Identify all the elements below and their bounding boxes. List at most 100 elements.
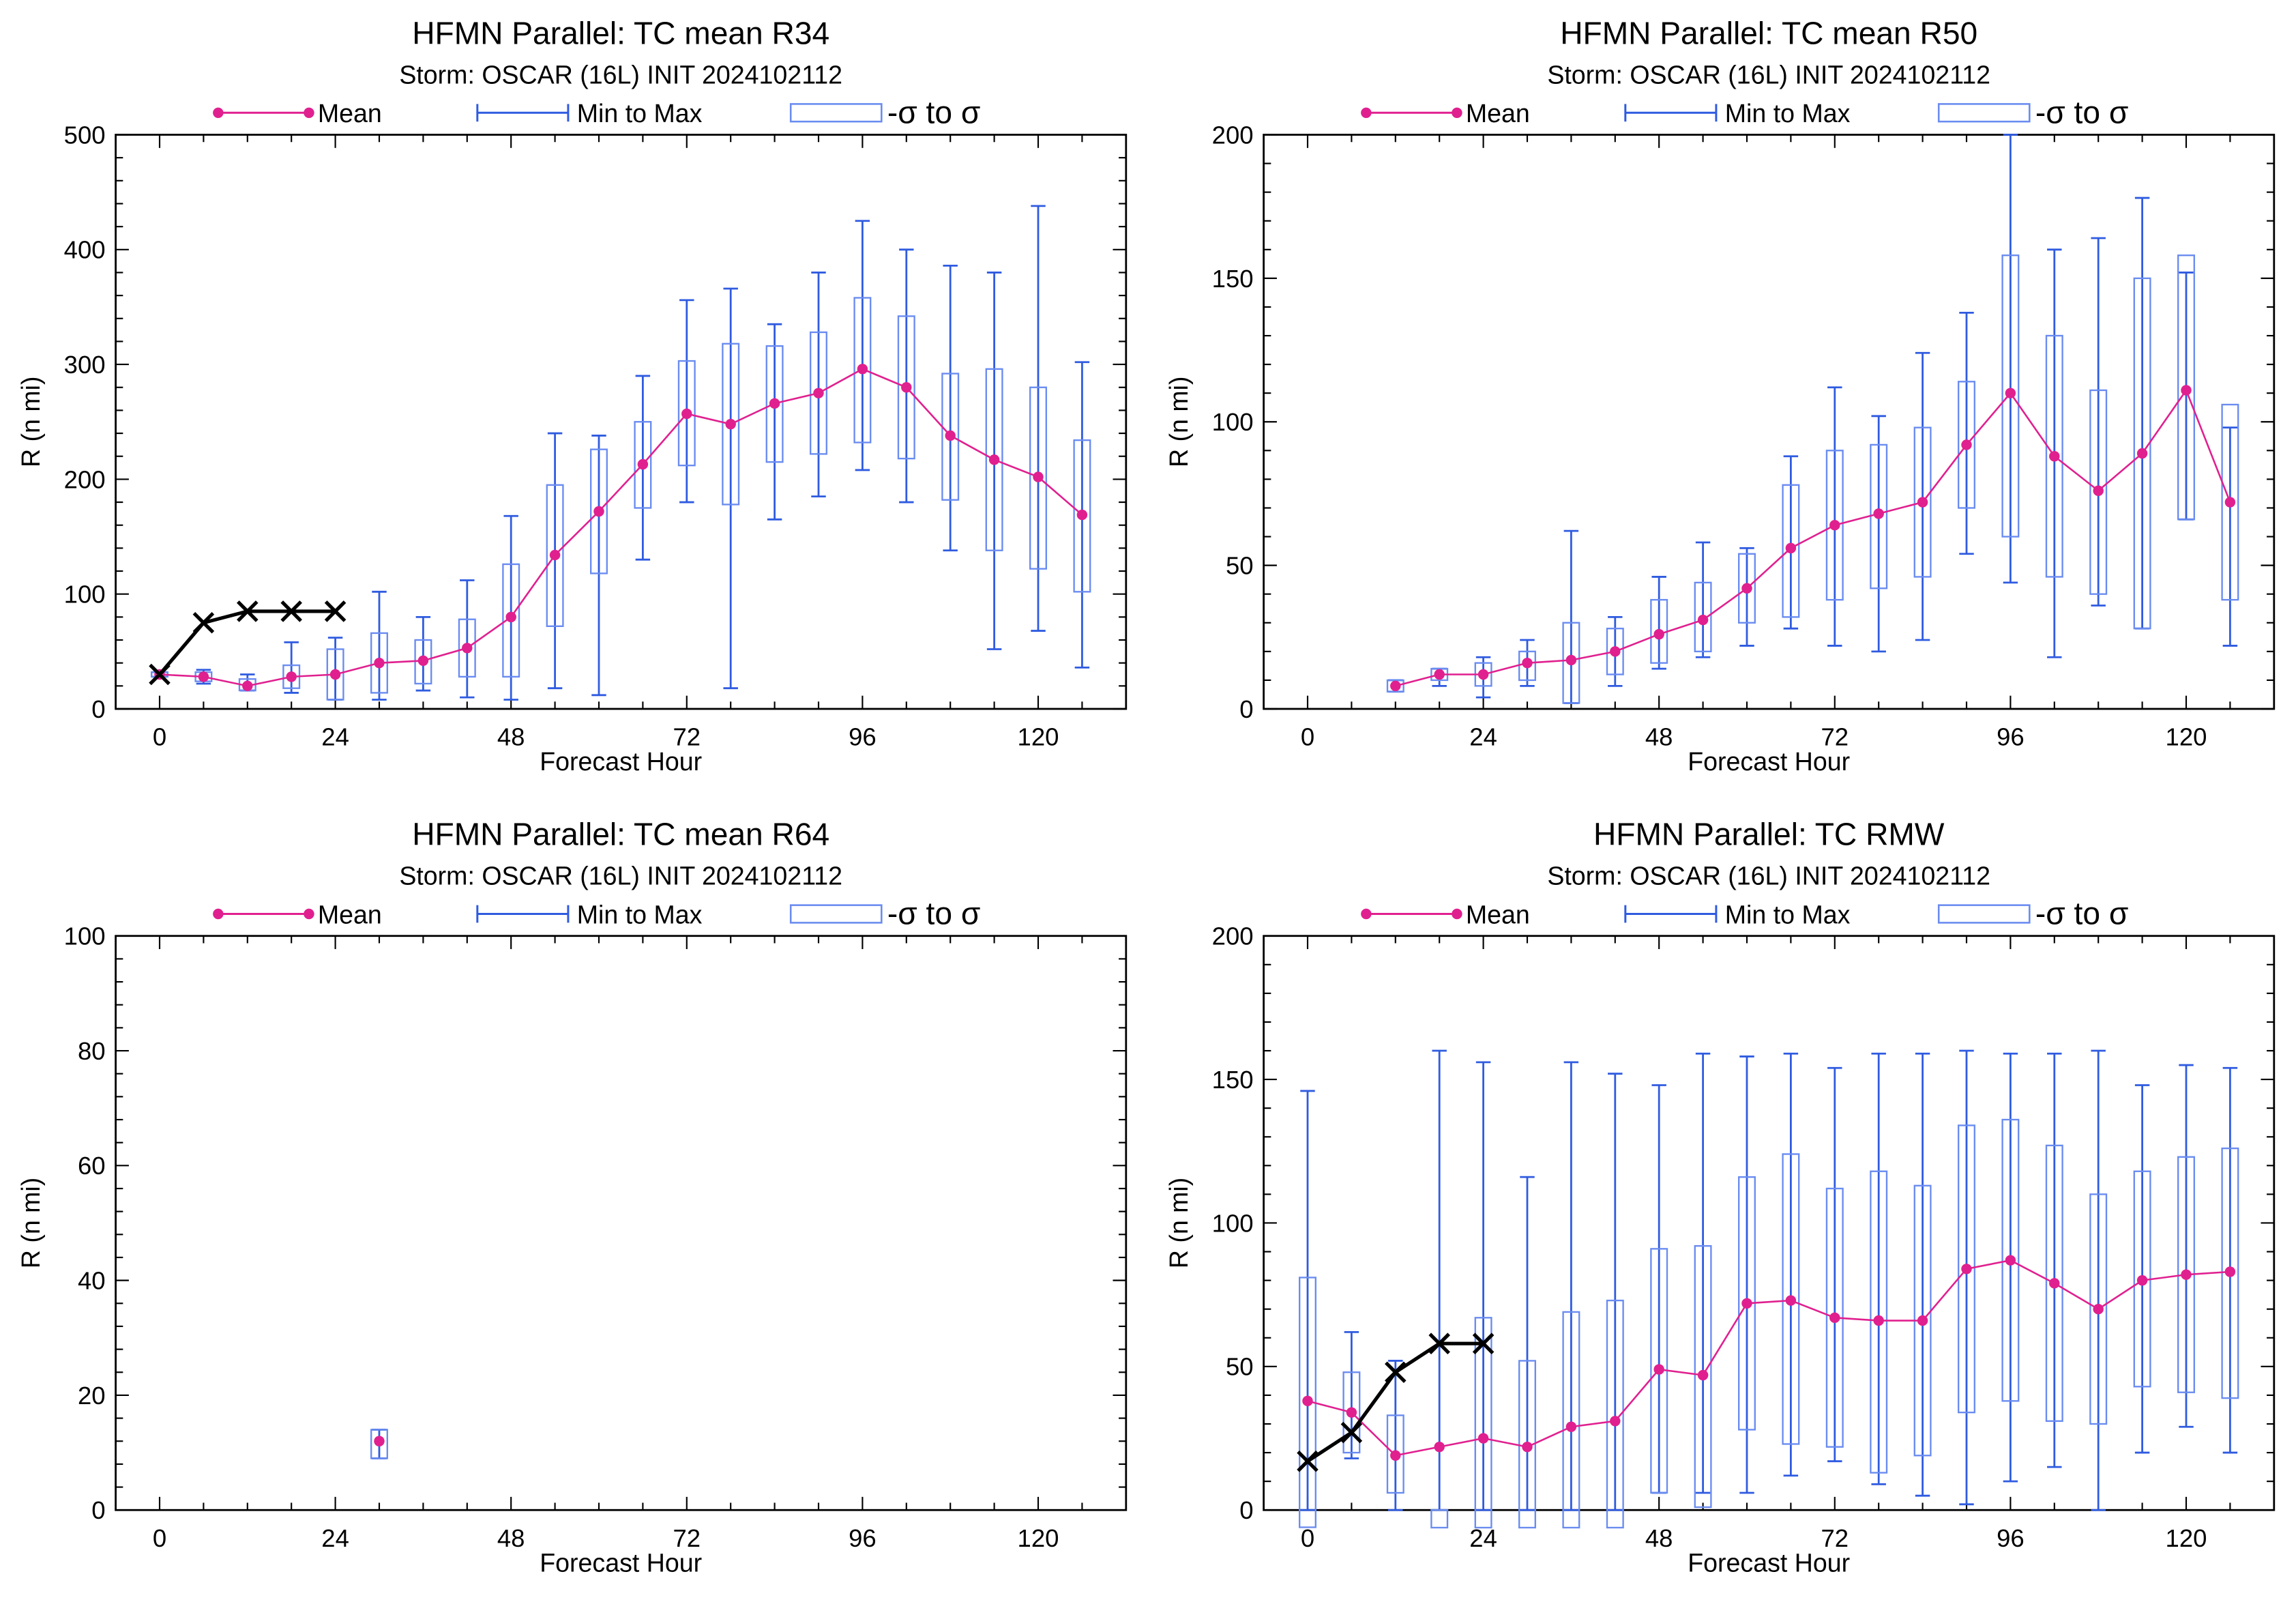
observed-marker <box>192 611 215 634</box>
sigma-box <box>722 343 740 506</box>
y-tick-label: 100 <box>1212 1209 1254 1237</box>
mean-point <box>1076 509 1088 521</box>
mean-point <box>857 364 868 375</box>
sigma-box <box>1694 1244 1712 1509</box>
y-tick-label: 80 <box>78 1037 106 1065</box>
mean-point <box>901 382 912 393</box>
mean-point <box>1873 1315 1884 1326</box>
legend-minmax-label: Min to Max <box>1725 99 1851 128</box>
box-plot-forecast-12 <box>1386 1360 1404 1511</box>
mean-point <box>1697 614 1709 626</box>
observed-marker <box>324 600 347 622</box>
mean-point <box>2136 448 2148 459</box>
x-tick-label: 72 <box>1821 1524 1849 1552</box>
box-plot-forecast-96 <box>2001 1052 2020 1483</box>
mean-point <box>505 611 516 623</box>
y-tick-label: 0 <box>91 695 105 723</box>
box-plot-forecast-84 <box>1913 1052 1932 1497</box>
x-tick-label: 96 <box>1997 1524 2025 1552</box>
legend-sigma-label: -σ to σ <box>2035 896 2128 931</box>
mean-point <box>374 1436 385 1446</box>
sigma-box <box>2045 334 2063 578</box>
mean-point <box>637 458 649 470</box>
mean-point <box>2181 1269 2192 1280</box>
legend-sigma-label: -σ to σ <box>887 94 980 130</box>
box-plot-forecast-36 <box>414 615 432 692</box>
sigma-box <box>2089 1193 2108 1425</box>
sigma-box <box>1562 1311 1580 1529</box>
mean-point <box>1565 654 1577 666</box>
box-plot-forecast-30 <box>1518 1176 1536 1529</box>
box-plot-forecast-42 <box>1606 1073 1624 1529</box>
box-plot-forecast-96 <box>2001 134 2020 584</box>
mean-point <box>1434 669 1445 680</box>
box-plot-forecast-90 <box>810 272 827 498</box>
x-tick-label: 24 <box>321 1524 349 1552</box>
y-tick-label: 150 <box>1212 265 1254 293</box>
observed-x-stroke <box>1472 1332 1495 1354</box>
mean-point <box>286 671 297 682</box>
mean-line <box>159 368 1083 687</box>
mean-line <box>1307 1259 2231 1457</box>
y-tick-label: 60 <box>78 1152 106 1180</box>
mean-point <box>2093 485 2104 496</box>
sigma-box <box>941 373 960 501</box>
legend-mean-label: Mean <box>1466 99 1530 128</box>
legend-sigma-label: -σ to σ <box>887 896 980 931</box>
box-plot-forecast-78 <box>1870 1052 1888 1485</box>
box-plot-forecast-114 <box>2133 1084 2151 1454</box>
mean-point <box>593 506 604 517</box>
legend-mean-label: Mean <box>318 900 382 929</box>
mean-point <box>1741 583 1752 594</box>
sigma-box <box>1606 628 1624 675</box>
box-plot-forecast-108 <box>2089 1049 2108 1511</box>
plot-frame <box>1263 134 2276 710</box>
x-tick-label: 48 <box>1645 1524 1673 1552</box>
sigma-box <box>1738 553 1756 624</box>
box-plot-forecast-72 <box>1825 386 1844 647</box>
sigma-box <box>1430 1509 1449 1529</box>
box-plot-forecast-60 <box>1738 547 1756 647</box>
sigma-box <box>1913 426 1932 578</box>
observed-x-stroke <box>192 611 215 634</box>
x-tick-label: 48 <box>497 1524 525 1552</box>
sigma-box <box>677 360 696 467</box>
x-axis-label: Forecast Hour <box>540 747 702 776</box>
sigma-box <box>1029 386 1047 570</box>
mean-point <box>462 643 473 654</box>
y-axis-label: R (n mi) <box>1164 1178 1193 1269</box>
sigma-box <box>1562 622 1580 704</box>
mean-point <box>329 669 341 680</box>
chart-title: HFMN Parallel: TC mean R64 <box>412 817 829 852</box>
mean-point <box>549 549 561 561</box>
box-plot-forecast-60 <box>590 435 608 697</box>
sigma-box <box>546 484 564 627</box>
box-plot-forecast-84 <box>765 323 784 521</box>
legend: Mean Min to Max -σ to σ <box>1361 896 2128 931</box>
box-plot-forecast-48 <box>502 514 520 701</box>
sigma-box <box>1958 381 1975 509</box>
mean-point <box>1610 1416 1621 1427</box>
mean-point <box>1390 1450 1401 1461</box>
sigma-box <box>1606 1299 1624 1529</box>
mean-point <box>1565 1421 1577 1432</box>
observed-x-stroke <box>280 600 302 622</box>
box-plot-forecast-66 <box>1782 1052 1800 1477</box>
observed-marker <box>237 600 259 622</box>
box-plot-forecast-108 <box>941 264 960 552</box>
y-tick-label: 200 <box>1212 121 1254 149</box>
mean-point <box>813 388 824 398</box>
mean-point <box>1961 439 1972 450</box>
box-plot-forecast-90 <box>1958 1049 1975 1506</box>
box-plot-forecast-36 <box>1562 529 1580 704</box>
legend-sigma-box <box>1937 904 2031 924</box>
sigma-box <box>2001 1118 2020 1402</box>
x-tick-label: 48 <box>497 723 525 751</box>
x-tick-label: 120 <box>2166 723 2207 751</box>
legend-mean-dot <box>304 908 314 920</box>
y-tick-label: 0 <box>91 1496 105 1524</box>
mean-point <box>1785 1295 1797 1306</box>
plot-frame <box>115 935 1128 1511</box>
chart-subtitle: Storm: OSCAR (16L) INIT 2024102112 <box>1547 60 1990 89</box>
